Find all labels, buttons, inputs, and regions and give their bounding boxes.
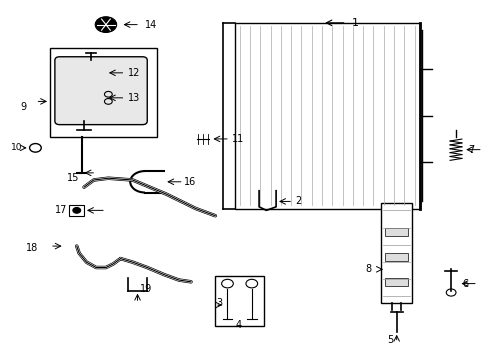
Text: 11: 11 (232, 134, 244, 144)
Bar (384, 278, 407, 286)
Bar (234, 23, 419, 208)
Text: 5: 5 (386, 335, 393, 345)
Text: 17: 17 (55, 205, 67, 215)
Bar (69, 205, 84, 216)
Circle shape (95, 17, 116, 32)
Text: 16: 16 (183, 177, 196, 187)
Text: 1: 1 (351, 18, 358, 28)
Text: 3: 3 (216, 298, 222, 308)
Bar (50, 48, 157, 137)
Text: 7: 7 (467, 145, 473, 155)
Text: 4: 4 (235, 320, 241, 330)
Text: 8: 8 (365, 264, 370, 274)
Bar (384, 228, 407, 236)
FancyBboxPatch shape (55, 57, 147, 125)
Bar (215, 276, 264, 327)
Text: 19: 19 (140, 284, 152, 294)
Circle shape (99, 19, 113, 30)
Text: 15: 15 (67, 173, 79, 183)
Bar (384, 253, 407, 261)
Text: 2: 2 (295, 197, 301, 206)
Text: 18: 18 (26, 243, 38, 253)
Text: 9: 9 (21, 102, 27, 112)
Text: 6: 6 (461, 279, 468, 289)
Circle shape (73, 207, 81, 213)
Text: 14: 14 (144, 19, 157, 30)
Text: 13: 13 (127, 93, 140, 103)
Text: 10: 10 (11, 143, 22, 152)
Bar (380, 203, 411, 303)
Text: 12: 12 (127, 68, 140, 78)
